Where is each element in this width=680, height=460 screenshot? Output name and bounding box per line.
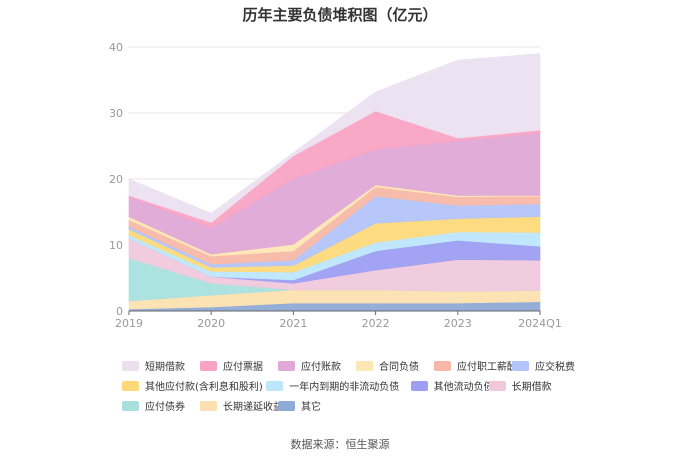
legend-item[interactable]: 应付债券 bbox=[122, 398, 185, 413]
legend-item[interactable]: 应交税费 bbox=[512, 358, 575, 373]
legend-swatch bbox=[122, 380, 139, 391]
legend-item[interactable]: 一年内到期的非流动负债 bbox=[266, 378, 399, 393]
legend-item[interactable]: 应付职工薪酬 bbox=[434, 358, 517, 373]
legend-swatch bbox=[278, 400, 295, 411]
y-tick-label: 30 bbox=[109, 107, 123, 120]
legend-swatch bbox=[278, 360, 295, 371]
legend-label: 其他应付款(含利息和股利) bbox=[145, 382, 263, 393]
legend-swatch bbox=[512, 360, 529, 371]
legend-swatch bbox=[266, 380, 284, 391]
legend-label: 合同负债 bbox=[379, 362, 419, 373]
legend-item[interactable]: 应付账款 bbox=[278, 358, 341, 373]
legend-label: 长期递延收益 bbox=[223, 402, 283, 413]
axes: 0 10 20 30 40 2019 2020 2021 2022 2023 2024Q1 bbox=[109, 41, 562, 330]
legend-label: 其他流动负债 bbox=[433, 382, 494, 393]
y-tick-label: 10 bbox=[109, 239, 123, 252]
x-tick-label: 2023 bbox=[444, 317, 472, 330]
x-tick-label: 2022 bbox=[362, 317, 390, 330]
legend-label: 应付票据 bbox=[223, 362, 263, 373]
legend-label: 一年内到期的非流动负债 bbox=[289, 382, 400, 393]
legend-swatch bbox=[200, 400, 217, 411]
legend-label: 应付账款 bbox=[301, 362, 341, 373]
legend-item[interactable]: 其他应付款(含利息和股利) bbox=[122, 378, 263, 393]
legend-item[interactable]: 其他流动负债 bbox=[410, 378, 494, 393]
legend-swatch bbox=[122, 400, 139, 411]
legend-label: 应交税费 bbox=[535, 362, 575, 373]
legend-item[interactable]: 短期借款 bbox=[122, 358, 185, 373]
legend-swatch bbox=[122, 360, 139, 371]
x-tick-label: 2019 bbox=[115, 317, 143, 330]
legend-label: 其它 bbox=[301, 402, 321, 413]
legend-swatch bbox=[434, 360, 451, 371]
legend-item[interactable]: 长期递延收益 bbox=[200, 398, 283, 413]
y-tick-label: 20 bbox=[109, 173, 123, 186]
legend-swatch bbox=[200, 360, 217, 371]
legend-label: 应付职工薪酬 bbox=[457, 362, 517, 373]
area-series-12 bbox=[128, 53, 541, 223]
y-tick-label: 40 bbox=[109, 41, 123, 54]
legend-swatch bbox=[488, 380, 506, 391]
data-source: 数据来源：恒生聚源 bbox=[290, 438, 390, 451]
area-series bbox=[128, 53, 541, 312]
x-tick-label: 2021 bbox=[279, 317, 307, 330]
legend-label: 短期借款 bbox=[145, 362, 185, 373]
y-tick-label: 0 bbox=[116, 305, 123, 318]
legend-label: 应付债券 bbox=[145, 402, 185, 413]
legend-item[interactable]: 长期借款 bbox=[488, 378, 552, 393]
x-tick-label: 2024Q1 bbox=[518, 317, 562, 330]
chart-title: 历年主要负债堆积图（亿元） bbox=[242, 6, 438, 24]
legend-label: 长期借款 bbox=[511, 382, 552, 393]
legend-item[interactable]: 合同负债 bbox=[356, 358, 419, 373]
legend-swatch bbox=[356, 360, 373, 371]
legend-item[interactable]: 其它 bbox=[278, 398, 321, 413]
legend-swatch bbox=[410, 380, 428, 391]
x-tick-label: 2020 bbox=[197, 317, 225, 330]
legend-item[interactable]: 应付票据 bbox=[200, 358, 263, 373]
